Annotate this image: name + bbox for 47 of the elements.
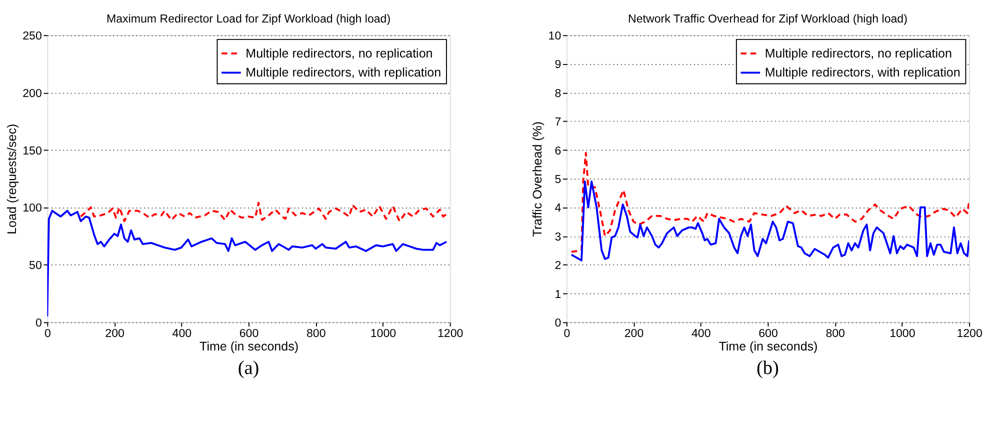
y-tick-label: 3 bbox=[554, 231, 562, 244]
y-tick-label: 10 bbox=[548, 30, 562, 42]
legend-label: Multiple redirectors, with replication bbox=[764, 66, 960, 80]
y-axis-title: Traffic Overhead (%) bbox=[530, 121, 545, 237]
y-tick-label: 2 bbox=[554, 260, 562, 272]
x-tick-label: 200 bbox=[105, 328, 124, 340]
chart-title: Maximum Redirector Load for Zipf Workload (high load) bbox=[106, 14, 391, 26]
line-series bbox=[570, 152, 970, 253]
x-tick-label: 0 bbox=[564, 328, 570, 340]
x-tick-label: 600 bbox=[758, 328, 778, 340]
line-series bbox=[80, 202, 450, 222]
y-tick-label: 0 bbox=[554, 318, 562, 330]
text: (a) bbox=[238, 358, 260, 380]
y-tick-label: 5 bbox=[554, 174, 562, 186]
y-tick-label: 250 bbox=[22, 30, 42, 42]
line-series bbox=[47, 210, 448, 318]
y-tick-label: 4 bbox=[554, 202, 562, 215]
y-tick-label: 50 bbox=[29, 260, 42, 272]
x-tick-label: 1200 bbox=[437, 328, 464, 340]
x-tick-label: 800 bbox=[826, 328, 845, 340]
y-tick-label: 8 bbox=[554, 88, 562, 100]
legend-label: Multiple redirectors, no replication bbox=[246, 46, 433, 60]
y-tick-label: 150 bbox=[22, 145, 42, 158]
y-tick-label: 1 bbox=[554, 288, 562, 301]
chart-title: Network Traffic Overhead for Zipf Workload (high load) bbox=[628, 14, 908, 26]
x-tick-label: 400 bbox=[172, 328, 192, 340]
y-tick-label: 100 bbox=[22, 202, 42, 215]
y-axis-title: Load (requests/sec) bbox=[4, 124, 19, 234]
y-tick-label: 0 bbox=[35, 318, 42, 330]
legend-label: Multiple redirectors, with replication bbox=[246, 66, 442, 80]
y-tick-label: 6 bbox=[554, 145, 562, 158]
text: (b) bbox=[756, 358, 779, 380]
line-series bbox=[570, 180, 970, 262]
x-tick-label: 1200 bbox=[956, 328, 982, 340]
y-tick-label: 200 bbox=[22, 88, 42, 100]
x-axis-title: Time (in seconds) bbox=[718, 340, 818, 354]
x-tick-label: 0 bbox=[44, 328, 51, 340]
x-tick-label: 800 bbox=[306, 328, 326, 340]
x-tick-label: 600 bbox=[239, 328, 259, 340]
x-tick-label: 1000 bbox=[890, 328, 916, 340]
x-tick-label: 200 bbox=[624, 328, 644, 340]
legend-label: Multiple redirectors, no replication bbox=[764, 46, 952, 60]
x-axis-title: Time (in seconds) bbox=[200, 340, 299, 354]
y-tick-label: 9 bbox=[554, 59, 562, 72]
x-tick-label: 1000 bbox=[370, 328, 396, 340]
y-tick-label: 7 bbox=[554, 116, 562, 129]
x-tick-label: 400 bbox=[691, 328, 711, 340]
